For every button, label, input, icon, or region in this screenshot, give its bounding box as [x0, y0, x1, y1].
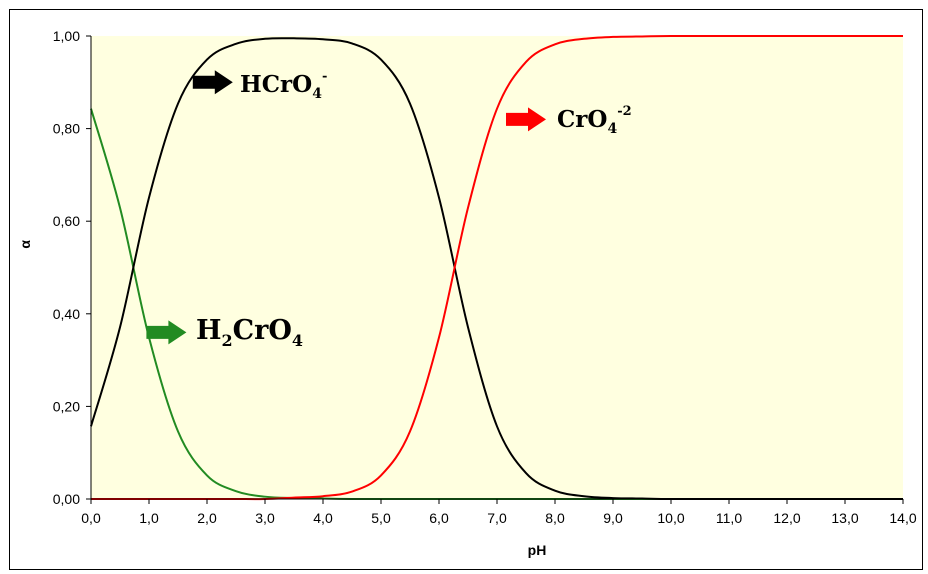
y-tick-label: 0,80	[53, 121, 80, 137]
y-tick-label: 0,40	[53, 306, 80, 322]
x-tick-label: 5,0	[371, 510, 391, 526]
x-tick-label: 6,0	[429, 510, 449, 526]
label-h2cro4-sub2: 4	[292, 331, 303, 350]
y-tick-label: 0,60	[53, 213, 80, 229]
axes	[86, 35, 904, 504]
x-tick-label: 9,0	[603, 510, 623, 526]
x-tick-label: 11,0	[716, 510, 742, 526]
x-tick-label: 12,0	[773, 510, 800, 526]
label-hcro4-sup: -	[322, 69, 327, 84]
x-tick-label: 10,0	[657, 510, 684, 526]
label-hcro4-base: HCrO	[240, 71, 312, 98]
annotation-arrow-0	[192, 70, 233, 95]
label-cro4-sub: 4	[607, 121, 617, 137]
label-h2cro4: H2CrO4	[196, 315, 303, 350]
annotations	[146, 70, 546, 345]
y-axis-title: α	[17, 240, 33, 249]
labels: 0,0 1,0 2,0 3,0 4,0 5,0 6,0 7,0 8,0 9,0 10,0 11,0 12…	[53, 28, 917, 526]
label-h2cro4-base2: CrO	[233, 315, 292, 346]
label-hcro4-sub: 4	[312, 86, 322, 102]
label-hcro4: HCrO4-	[240, 69, 327, 102]
annotation-arrow-2	[146, 320, 187, 345]
label-h2cro4-base1: H	[196, 315, 222, 346]
label-h2cro4-sub1: 2	[222, 331, 233, 350]
x-tick-label: 7,0	[487, 510, 507, 526]
y-tick-label: 1,00	[53, 28, 80, 44]
label-cro4: CrO4-2	[557, 104, 632, 137]
label-cro4-sup: -2	[617, 104, 631, 119]
x-tick-label: 13,0	[831, 510, 858, 526]
x-tick-label: 14,0	[889, 510, 916, 526]
label-cro4-base: CrO	[557, 106, 607, 133]
annotation-cro4: CrO4-2	[557, 104, 632, 137]
x-tick-label: 0,0	[81, 510, 101, 526]
y-tick-label: 0,00	[53, 491, 80, 507]
x-tick-label: 2,0	[197, 510, 217, 526]
x-axis-title: pH	[528, 542, 547, 558]
y-tick-label: 0,20	[53, 398, 80, 414]
x-tick-label: 8,0	[545, 510, 565, 526]
x-tick-label: 3,0	[255, 510, 275, 526]
x-tick-label: 1,0	[139, 510, 159, 526]
annotation-arrow-1	[506, 107, 546, 132]
annotation-h2cro4: H2CrO4	[196, 315, 303, 350]
annotation-hcro4: HCrO4-	[240, 69, 327, 102]
x-tick-label: 4,0	[313, 510, 333, 526]
plot-area	[91, 36, 903, 499]
